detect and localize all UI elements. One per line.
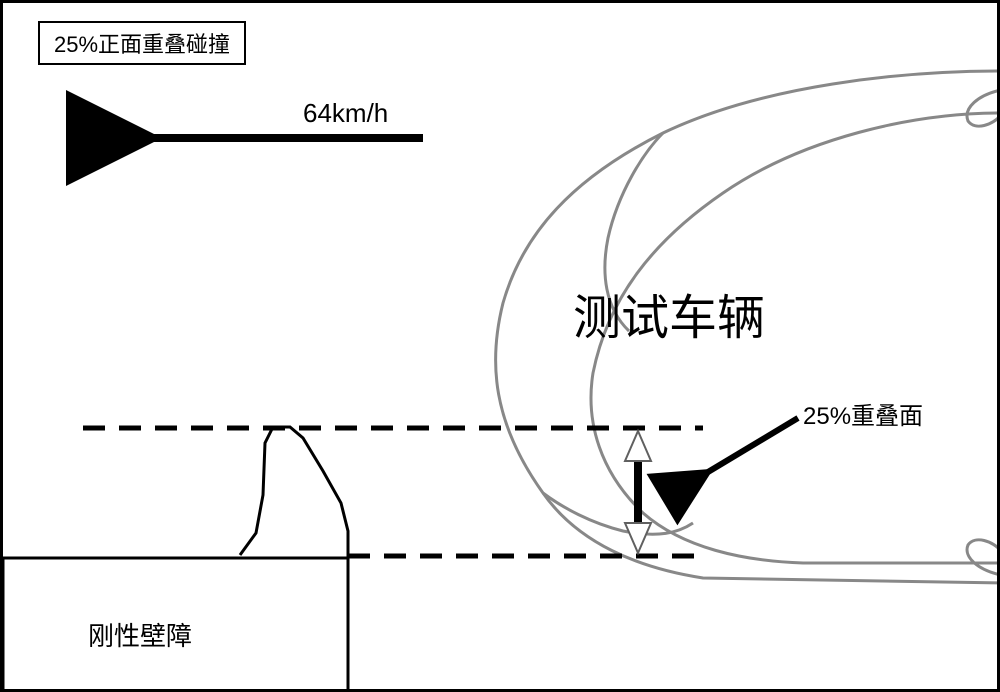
diagram-canvas: 25%正面重叠碰撞 <box>0 0 1000 692</box>
vehicle-label: 测试车辆 <box>573 278 765 348</box>
overlap-label: 25%重叠面 <box>803 396 923 431</box>
title-box: 25%正面重叠碰撞 <box>38 21 246 65</box>
speed-label: 64km/h <box>303 98 388 129</box>
title-text: 25%正面重叠碰撞 <box>54 32 230 57</box>
barrier-label: 刚性壁障 <box>88 616 192 653</box>
svg-layer <box>3 3 1000 692</box>
overlap-callout-arrow <box>698 418 798 478</box>
overlap-extent-indicator <box>625 431 651 553</box>
